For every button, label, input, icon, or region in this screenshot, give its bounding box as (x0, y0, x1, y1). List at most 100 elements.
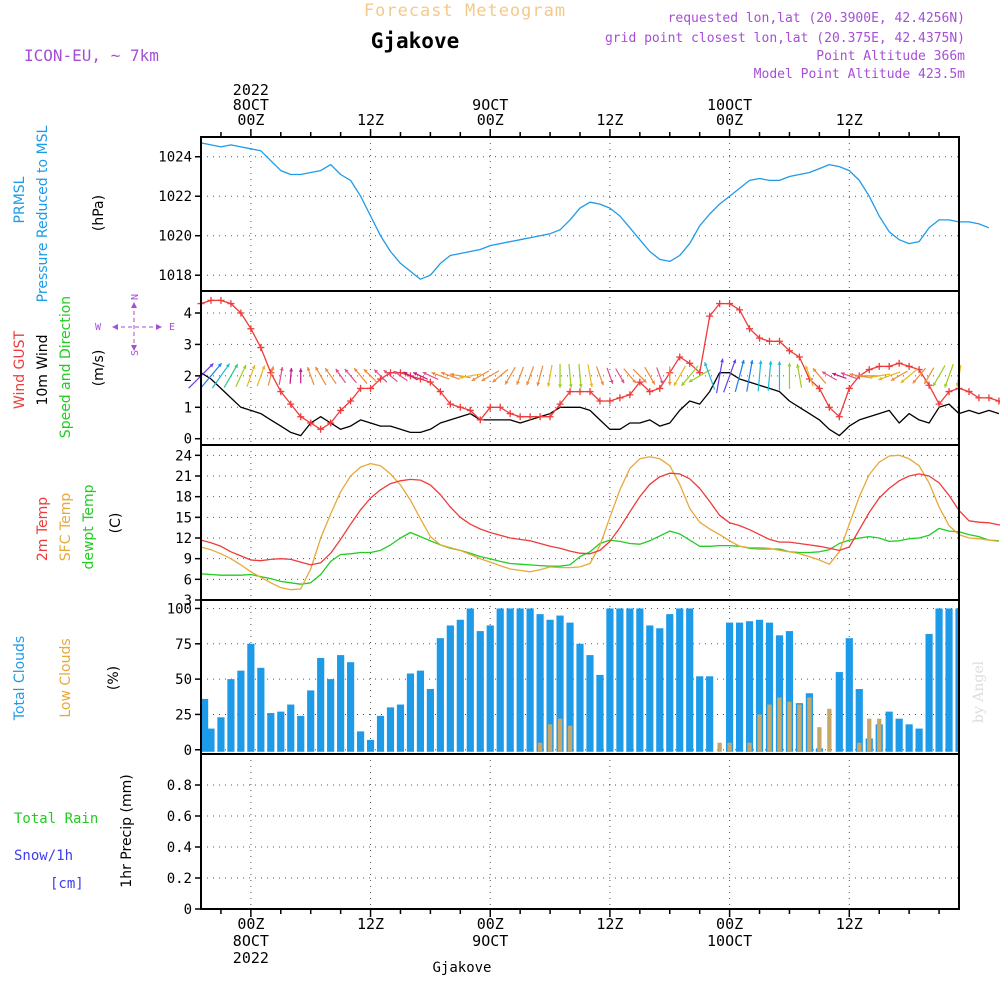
precip-snow-unit: [cm] (50, 876, 84, 892)
total-clouds-bar (785, 631, 794, 752)
temp-dewpt-label: dewpt Temp (81, 484, 97, 569)
top-time-label: 00Z (237, 111, 264, 129)
wind-10m-label: 10m Wind (35, 334, 51, 405)
total-clouds-bar (446, 625, 454, 752)
wind-arrowhead (777, 361, 782, 365)
temp-ytick-label: 12 (175, 531, 192, 547)
wind-direction-arrow (746, 359, 753, 392)
wind-gust-marker (875, 362, 883, 370)
wind-arrowhead (878, 376, 883, 381)
wind-gust-marker (766, 337, 773, 345)
requested-coords: requested lon,lat (20.3900E, 42.4256N) (668, 11, 965, 26)
wind-arrowhead (298, 368, 303, 372)
wind-arrowhead (642, 378, 647, 383)
wind-gust-marker (396, 369, 404, 377)
pressure-label-2: Pressure Reduced to MSL (35, 125, 51, 302)
top-time-label: 10OCT (707, 96, 752, 114)
top-time-label: 00Z (477, 111, 504, 129)
total-clouds-bar (616, 608, 624, 752)
total-clouds-bar (386, 707, 395, 752)
total-clouds-bar (845, 638, 853, 752)
total-clouds-bar (247, 643, 255, 752)
wind-ytick-label: 2 (184, 369, 192, 385)
temp-ytick-label: 21 (175, 469, 192, 485)
total-clouds-bar (676, 608, 684, 752)
total-clouds-bar (696, 676, 704, 752)
dewpt-temp-line (200, 527, 999, 585)
total-clouds-bar (576, 643, 584, 752)
wind-arrowhead (912, 379, 917, 384)
temp-ytick-label: 15 (175, 510, 192, 526)
wind-gust-marker (466, 406, 474, 414)
wind-arrowhead (306, 366, 311, 371)
wind-arrowhead (261, 365, 266, 370)
low-clouds-bar (537, 742, 543, 752)
total-clouds-bar (476, 631, 484, 752)
clouds-total-label: Total Clouds (12, 636, 28, 721)
wind-gust-marker (825, 403, 833, 411)
low-clouds-bar (867, 718, 872, 752)
wind-arrowhead (217, 363, 222, 368)
wind-direction-arrow (223, 363, 239, 388)
wind-gust-marker (636, 378, 644, 386)
total-clouds-bar (366, 739, 375, 752)
total-clouds-bar (297, 715, 305, 752)
wind-gust-marker (785, 347, 793, 355)
total-clouds-bar (267, 713, 275, 752)
low-clouds-bar (547, 724, 553, 752)
wind-arrowhead (758, 360, 763, 365)
total-clouds-bar (596, 674, 604, 752)
total-clouds-bar (885, 711, 893, 752)
wind-direction-arrow (568, 363, 572, 388)
wind-direction-arrow (246, 364, 256, 387)
precip-snow-label: Snow/1h (14, 848, 73, 864)
wind-arrowhead (890, 377, 895, 381)
wind-gust-marker (416, 375, 424, 383)
total-clouds-bar (227, 679, 235, 752)
wind-arrowhead (933, 382, 937, 387)
top-time-label: 00Z (716, 111, 743, 129)
wind-gust-marker (247, 325, 255, 333)
bottom-location-label: Gjakove (432, 960, 491, 976)
2m-temp-line (200, 472, 1000, 566)
wind-direction-arrow (944, 363, 954, 388)
wind-gust-marker (985, 394, 993, 402)
top-time-label: 12Z (836, 111, 863, 129)
total-clouds-bar (396, 704, 405, 752)
wind-direction-arrow (587, 364, 593, 388)
wind-ytick-label: 3 (184, 337, 192, 353)
precip-ytick-label: 0.6 (167, 809, 192, 825)
wind-arrowhead (924, 380, 928, 385)
precip-unit: 1hr Precip (mm) (119, 774, 135, 887)
wind-direction-arrow (767, 360, 772, 391)
wind-arrowhead (516, 380, 520, 385)
wind-direction-arrow (704, 362, 716, 390)
total-clouds-bar (347, 662, 355, 752)
wind-10m-line (200, 372, 1000, 437)
clouds-ytick-label: 100 (167, 601, 192, 617)
wind-gust-marker (297, 413, 305, 421)
precip-ytick-label: 0.4 (167, 840, 192, 856)
wind-direction-arrow (199, 362, 223, 389)
total-clouds-bar (586, 655, 594, 752)
total-clouds-bar (506, 608, 514, 752)
total-clouds-bar (327, 679, 335, 752)
wind-arrowhead (449, 372, 454, 377)
low-clouds-bar (727, 742, 732, 752)
pressure-label-1: PRMSL (12, 176, 28, 223)
wind-gust-marker (815, 384, 823, 392)
wind-gust-marker (646, 388, 654, 396)
wind-gust-marker (775, 337, 783, 345)
wind-arrowhead (431, 372, 436, 376)
low-clouds-bar (747, 742, 752, 752)
wind-gust-marker (965, 388, 973, 396)
temp-ytick-label: 6 (184, 572, 192, 588)
wind-arrowhead (251, 365, 256, 370)
wind-gust-marker (456, 403, 464, 411)
wind-gust-marker (616, 394, 624, 402)
total-clouds-bar (307, 690, 315, 752)
total-clouds-bar (237, 670, 245, 752)
pressure-ytick-label: 1018 (158, 268, 192, 284)
total-clouds-bar (486, 625, 494, 752)
temp-ytick-label: 3 (184, 593, 192, 609)
